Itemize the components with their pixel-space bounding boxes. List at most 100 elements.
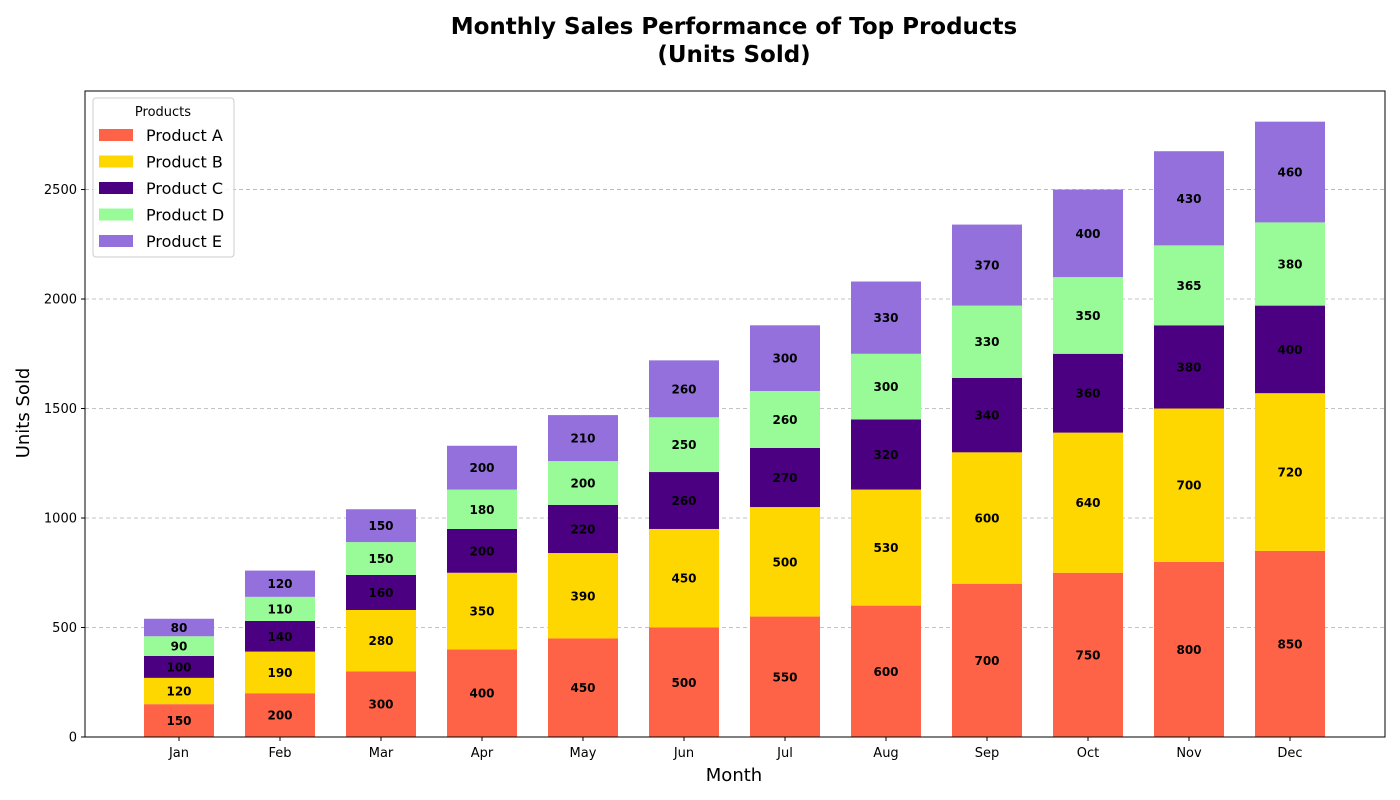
bar-segment: [245, 620, 315, 652]
bar-value-label: 150: [368, 552, 393, 566]
bar-segment: [144, 704, 214, 737]
bar-segment: [1255, 550, 1325, 737]
chart-title-line1: Monthly Sales Performance of Top Product…: [451, 14, 1018, 40]
y-tick-label: 0: [69, 731, 77, 746]
x-tick-label: Jan: [168, 746, 189, 761]
bar-value-label: 500: [671, 676, 696, 690]
bar-value-label: 260: [671, 494, 696, 508]
bar-segment: [346, 671, 416, 737]
bar-segment: [1255, 222, 1325, 306]
bar-segment: [346, 609, 416, 672]
bar-segment: [245, 596, 315, 621]
bar-segment: [447, 572, 517, 650]
bar-value-label: 150: [166, 714, 191, 728]
bar-segment: [245, 693, 315, 737]
x-tick-label: Jun: [673, 746, 694, 761]
bar-value-label: 120: [166, 685, 191, 699]
bar-value-label: 280: [368, 634, 393, 648]
bar-segment: [851, 489, 921, 606]
bar-labels-layer: 150 120 100 90 80 200 190 140 110 120 300 280 160 150…: [166, 166, 1302, 729]
bar-value-label: 100: [166, 660, 191, 674]
bar-segment: [1255, 393, 1325, 551]
bar-value-label: 500: [772, 555, 797, 569]
bar-value-label: 160: [368, 586, 393, 600]
bar-segment: [346, 574, 416, 610]
bar-segment: [1255, 305, 1325, 394]
x-tick-label: Apr: [471, 746, 494, 761]
bar-value-label: 200: [267, 709, 292, 723]
bar-segment: [447, 489, 517, 529]
bar-segment: [750, 447, 820, 508]
bar-value-label: 270: [772, 471, 797, 485]
bar-value-label: 390: [570, 589, 595, 603]
bar-segment: [649, 360, 719, 418]
y-tick-label: 2000: [44, 293, 77, 308]
bar-segment: [649, 472, 719, 529]
bar-segment: [1255, 121, 1325, 223]
bar-segment: [447, 649, 517, 737]
bar-segment: [1053, 432, 1123, 573]
bar-segment: [548, 504, 618, 554]
legend-swatch: [99, 182, 133, 194]
bar-segment: [649, 627, 719, 737]
bar-value-label: 600: [974, 512, 999, 526]
bar-value-label: 380: [1176, 360, 1201, 374]
bar-value-label: 300: [368, 698, 393, 712]
bar-value-label: 220: [570, 522, 595, 536]
bar-segment: [144, 636, 214, 656]
bar-segment: [245, 570, 315, 597]
bar-value-label: 320: [873, 448, 898, 462]
bar-value-label: 380: [1277, 257, 1302, 271]
bar-value-label: 150: [368, 519, 393, 533]
bar-value-label: 750: [1075, 648, 1100, 662]
bar-segment: [447, 528, 517, 573]
bar-value-label: 180: [469, 503, 494, 517]
x-tick-label: Oct: [1077, 746, 1099, 761]
chart-title-line2: (Units Sold): [657, 42, 810, 68]
bar-value-label: 260: [671, 382, 696, 396]
y-tick-label: 500: [52, 621, 77, 636]
bar-segment: [144, 677, 214, 705]
bar-value-label: 360: [1075, 387, 1100, 401]
bar-value-label: 640: [1075, 496, 1100, 510]
bar-value-label: 600: [873, 665, 898, 679]
bar-value-label: 720: [1277, 466, 1302, 480]
bar-value-label: 450: [671, 572, 696, 586]
bar-segment: [548, 461, 618, 505]
bar-value-label: 120: [267, 577, 292, 591]
bar-value-label: 340: [974, 409, 999, 423]
bar-value-label: 450: [570, 681, 595, 695]
bar-value-label: 80: [171, 621, 188, 635]
x-axis-label: Month: [706, 765, 762, 786]
bar-segment: [952, 583, 1022, 737]
bar-segment: [1154, 561, 1224, 737]
bar-value-label: 350: [1075, 309, 1100, 323]
bar-segment: [548, 638, 618, 737]
bar-segment: [1154, 151, 1224, 246]
bar-segment: [851, 605, 921, 737]
bar-segment: [750, 507, 820, 617]
bar-value-label: 550: [772, 670, 797, 684]
bar-segment: [144, 655, 214, 678]
legend-swatch: [99, 208, 133, 221]
bar-segment: [851, 281, 921, 354]
bar-value-label: 140: [267, 630, 292, 644]
legend-entry: Product C: [146, 179, 223, 198]
legend-entry: Product A: [146, 126, 223, 145]
legend-swatch: [99, 235, 133, 247]
bar-segment: [346, 509, 416, 543]
bar-value-label: 250: [671, 438, 696, 452]
y-tick-label: 1500: [44, 402, 77, 417]
bar-segment: [851, 419, 921, 490]
bar-value-label: 400: [469, 687, 494, 701]
bar-value-label: 800: [1176, 643, 1201, 657]
x-tick-label: Aug: [873, 746, 898, 761]
bar-segment: [1053, 353, 1123, 433]
x-tick-label: Jul: [776, 746, 793, 761]
bar-segment: [245, 651, 315, 694]
bar-value-label: 430: [1176, 192, 1201, 206]
bar-segment: [750, 391, 820, 448]
bar-segment: [1053, 277, 1123, 354]
y-tick-label: 1000: [44, 512, 77, 527]
